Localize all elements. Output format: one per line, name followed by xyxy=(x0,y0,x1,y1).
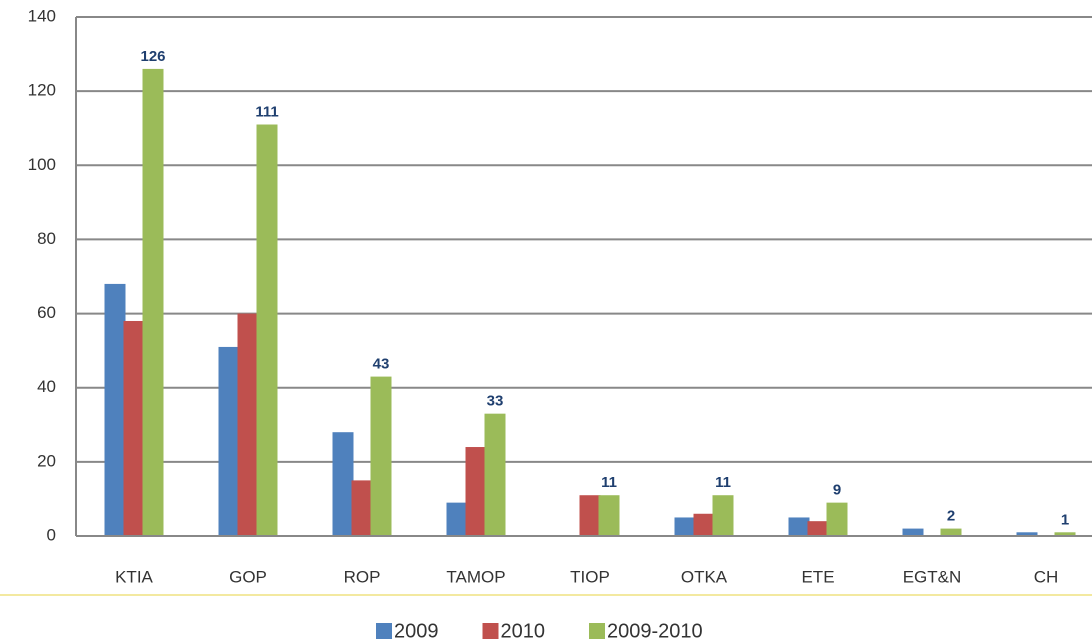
bar xyxy=(902,528,924,536)
value-label: 111 xyxy=(255,103,278,120)
bar xyxy=(712,495,734,536)
bar xyxy=(693,513,715,536)
bar xyxy=(218,346,240,536)
bar xyxy=(1054,532,1076,536)
y-tick-label: 0 xyxy=(47,525,56,544)
value-label: 1 xyxy=(1061,511,1069,528)
bar xyxy=(788,517,810,536)
bar xyxy=(674,517,696,536)
y-tick-label: 140 xyxy=(28,6,56,25)
value-label: 11 xyxy=(601,474,617,491)
x-tick-label: ETE xyxy=(801,567,834,586)
bar xyxy=(807,521,829,536)
bar xyxy=(1016,532,1038,536)
y-tick-label: 100 xyxy=(28,155,56,174)
bar xyxy=(104,283,126,536)
x-tick-label: KTIA xyxy=(115,567,153,586)
bar xyxy=(351,480,373,536)
x-tick-label: TIOP xyxy=(570,567,610,586)
y-tick-label: 20 xyxy=(37,451,56,470)
bar xyxy=(826,502,848,536)
bar xyxy=(332,432,354,536)
bar xyxy=(256,124,278,536)
x-tick-label: GOP xyxy=(229,567,267,586)
bar xyxy=(598,495,620,536)
bar xyxy=(370,376,392,536)
x-tick-label: ROP xyxy=(344,567,381,586)
y-tick-label: 120 xyxy=(28,81,56,100)
x-tick-label: EGT&N xyxy=(903,567,962,586)
bar xyxy=(123,320,145,536)
legend-swatch xyxy=(376,623,392,639)
legend-label: 2009-2010 xyxy=(607,620,703,642)
x-tick-label: TAMOP xyxy=(446,567,505,586)
x-tick-label: OTKA xyxy=(681,567,728,586)
value-label: 2 xyxy=(947,508,955,525)
y-tick-label: 40 xyxy=(37,377,56,396)
bar xyxy=(446,502,468,536)
bar xyxy=(484,413,506,536)
legend-swatch xyxy=(589,623,605,639)
value-label: 33 xyxy=(487,393,504,410)
bar xyxy=(940,528,962,536)
value-label: 43 xyxy=(373,356,390,373)
legend-label: 2009 xyxy=(394,620,439,642)
value-label: 9 xyxy=(833,482,841,499)
y-tick-label: 60 xyxy=(37,303,56,322)
legend-label: 2010 xyxy=(501,620,546,642)
y-tick-label: 80 xyxy=(37,229,56,248)
legend-swatch xyxy=(482,623,499,639)
bar xyxy=(579,495,601,536)
bar xyxy=(465,447,487,536)
value-label: 11 xyxy=(715,474,731,491)
bar xyxy=(237,313,259,536)
x-tick-label: CH xyxy=(1034,567,1059,586)
bar xyxy=(142,68,164,537)
value-label: 126 xyxy=(140,48,165,65)
